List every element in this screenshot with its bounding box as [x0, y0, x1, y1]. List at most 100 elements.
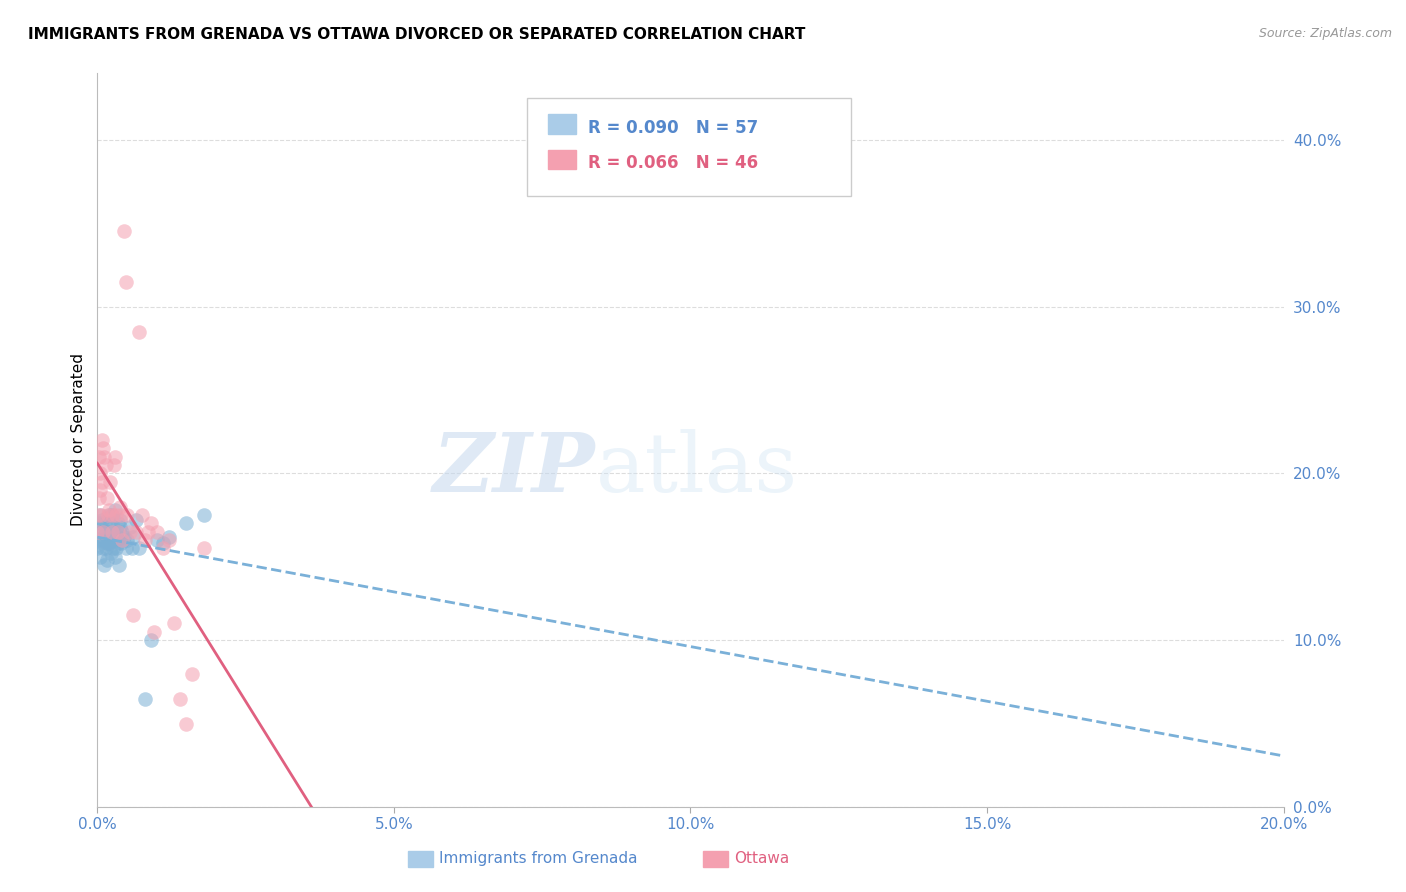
Point: [118, 520, 141, 534]
Point: [101, 508, 124, 522]
Point: [139, 516, 162, 531]
Point: [108, 558, 131, 573]
Text: atlas: atlas: [596, 429, 797, 509]
Point: [90, 433, 112, 447]
Text: IMMIGRANTS FROM GRENADA VS OTTAWA DIVORCED OR SEPARATED CORRELATION CHART: IMMIGRANTS FROM GRENADA VS OTTAWA DIVORC…: [28, 27, 806, 42]
Point: [134, 533, 156, 547]
Point: [152, 536, 174, 550]
Point: [122, 530, 145, 544]
Point: [122, 608, 145, 623]
Point: [115, 508, 138, 522]
Point: [90, 520, 112, 534]
Point: [96, 553, 118, 567]
Point: [105, 524, 128, 539]
Point: [163, 616, 186, 631]
Point: [108, 520, 131, 534]
Point: [103, 541, 125, 556]
Point: [193, 508, 215, 522]
Point: [94, 524, 117, 539]
Point: [128, 325, 150, 339]
Point: [100, 475, 122, 489]
Point: [104, 533, 127, 547]
Point: [86, 541, 108, 556]
Point: [110, 536, 132, 550]
Point: [134, 691, 156, 706]
Point: [114, 541, 136, 556]
Point: [91, 541, 114, 556]
Point: [87, 516, 110, 531]
Point: [128, 541, 150, 556]
Point: [104, 503, 127, 517]
Point: [89, 533, 111, 547]
Point: [91, 513, 114, 527]
Point: [97, 508, 120, 522]
Point: [107, 516, 129, 531]
Point: [105, 508, 128, 522]
Point: [125, 524, 148, 539]
Point: [90, 508, 112, 522]
Point: [176, 716, 198, 731]
Point: [96, 491, 118, 506]
Point: [89, 508, 111, 522]
Point: [103, 458, 125, 472]
Point: [86, 524, 108, 539]
Point: [139, 633, 162, 648]
Point: [107, 530, 129, 544]
Point: [89, 483, 111, 497]
Point: [115, 533, 138, 547]
Point: [176, 516, 198, 531]
Point: [98, 536, 121, 550]
Point: [91, 524, 114, 539]
Point: [136, 524, 159, 539]
Point: [111, 524, 134, 539]
Point: [100, 524, 122, 539]
Point: [181, 666, 204, 681]
Point: [112, 224, 135, 238]
Point: [110, 513, 132, 527]
Point: [103, 530, 125, 544]
Point: [169, 691, 191, 706]
Point: [157, 530, 180, 544]
Point: [100, 524, 122, 539]
Point: [100, 533, 122, 547]
Point: [89, 450, 111, 464]
Point: [145, 524, 167, 539]
Point: [98, 516, 121, 531]
Text: Ottawa: Ottawa: [734, 852, 789, 866]
Point: [101, 520, 124, 534]
Y-axis label: Divorced or Separated: Divorced or Separated: [72, 353, 86, 526]
Point: [87, 508, 110, 522]
Point: [87, 491, 110, 506]
Point: [152, 541, 174, 556]
Point: [100, 546, 122, 560]
Point: [89, 467, 111, 481]
Text: R = 0.090   N = 57: R = 0.090 N = 57: [588, 119, 758, 136]
Point: [114, 275, 136, 289]
Point: [125, 513, 148, 527]
Point: [93, 450, 115, 464]
Point: [94, 458, 117, 472]
Point: [93, 558, 115, 573]
Point: [107, 524, 129, 539]
Point: [131, 508, 153, 522]
Text: R = 0.066   N = 46: R = 0.066 N = 46: [588, 154, 758, 172]
Point: [96, 536, 118, 550]
Point: [96, 541, 118, 556]
Point: [108, 500, 131, 514]
Point: [111, 533, 134, 547]
Point: [91, 442, 114, 456]
Text: ZIP: ZIP: [433, 429, 596, 509]
Point: [94, 516, 117, 531]
Point: [91, 530, 114, 544]
Point: [157, 533, 180, 547]
Point: [97, 508, 120, 522]
Point: [110, 508, 132, 522]
Point: [97, 530, 120, 544]
Point: [101, 508, 124, 522]
Point: [145, 533, 167, 547]
Point: [112, 530, 135, 544]
Text: Source: ZipAtlas.com: Source: ZipAtlas.com: [1258, 27, 1392, 40]
Point: [193, 541, 215, 556]
Point: [91, 475, 114, 489]
Point: [93, 533, 115, 547]
